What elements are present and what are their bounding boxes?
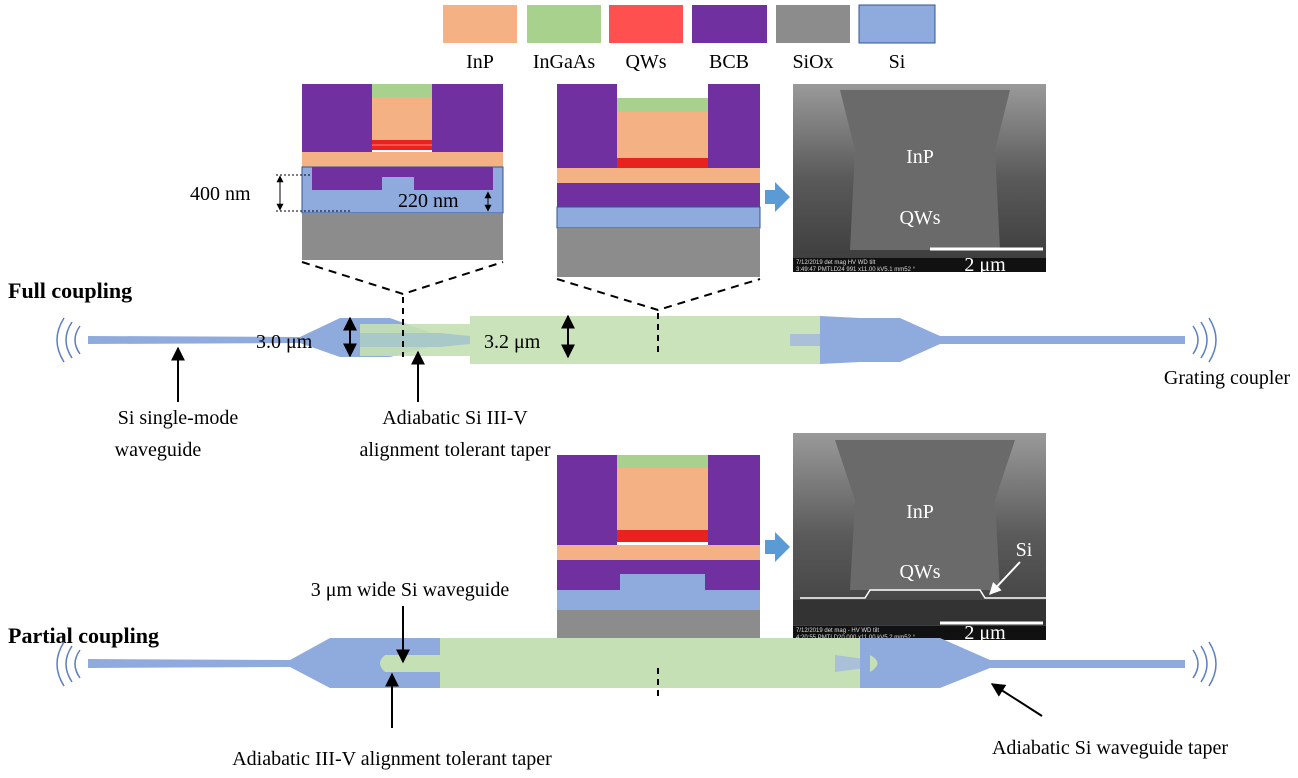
- sem-info: 7/12/2019 det mag HV WD tilt: [796, 260, 876, 266]
- shape: [708, 84, 760, 168]
- shape: [557, 590, 760, 610]
- shape: [57, 642, 80, 686]
- shape: [765, 532, 790, 562]
- shape: [57, 318, 80, 362]
- shape: [557, 545, 760, 560]
- shape: [617, 530, 708, 542]
- legend-swatch: [609, 5, 683, 43]
- shape: [302, 84, 372, 152]
- shape: [617, 98, 708, 112]
- annotation: Adiabatic III-V alignment tolerant taper: [232, 748, 552, 770]
- shape: [302, 213, 503, 260]
- shape: [820, 316, 1185, 364]
- label: alignment tolerant taper: [359, 439, 550, 461]
- shape: [1193, 318, 1216, 362]
- width-label: 3.0 μm: [256, 331, 313, 353]
- shape: [557, 455, 617, 545]
- annotation: 3 μm wide Si waveguide: [311, 579, 510, 601]
- label: 3 μm wide Si waveguide: [311, 579, 510, 601]
- shape: [432, 84, 503, 152]
- cross-section-3: [557, 455, 790, 665]
- shape: [708, 455, 760, 545]
- sem-label: InP: [906, 146, 934, 168]
- shape: [372, 84, 432, 97]
- annotation: Adiabatic Si waveguide taper: [992, 737, 1228, 759]
- legend-label: QWs: [625, 51, 666, 73]
- legend-swatch: [527, 5, 601, 43]
- shape: [617, 455, 708, 468]
- shape: [557, 207, 760, 228]
- shape: [312, 167, 493, 177]
- full-coupling-waveguide: Full coupling 3.0 μm 3.2 μm Si single-mo…: [8, 278, 1290, 461]
- shape: [617, 158, 708, 168]
- legend-swatch: [776, 5, 850, 43]
- annotation: Si single-mode waveguide: [115, 407, 239, 461]
- label: Adiabatic III-V alignment tolerant taper: [232, 748, 552, 770]
- dimension-label: 220 nm: [398, 190, 459, 212]
- legend-label: BCB: [709, 51, 749, 73]
- shape: [360, 333, 470, 347]
- width-label: 3.2 μm: [484, 331, 541, 353]
- shape: [440, 638, 880, 688]
- label: Adiabatic Si waveguide taper: [992, 737, 1228, 759]
- shape: [557, 610, 760, 640]
- legend-swatch: [692, 5, 767, 43]
- shape: [312, 177, 382, 190]
- annotation: Grating coupler: [1164, 367, 1290, 389]
- shape: [860, 638, 1185, 688]
- label: waveguide: [115, 439, 202, 461]
- label: Adiabatic Si III-V: [382, 407, 528, 429]
- shape: [620, 574, 705, 590]
- shape: [557, 228, 760, 277]
- sem-info: 7/12/2019 det mag - HV WD tilt: [796, 628, 879, 634]
- shape: [992, 684, 1042, 716]
- cross-section-2: [557, 84, 790, 310]
- cross-section-1: 400 nm 220 nm: [190, 84, 503, 294]
- legend-swatch: [859, 5, 935, 43]
- sem-label: InP: [906, 501, 934, 523]
- legend-swatch: [443, 5, 517, 43]
- shape: [1193, 642, 1216, 686]
- shape: [557, 84, 617, 168]
- shape: [557, 168, 760, 183]
- section-title: Full coupling: [8, 278, 132, 303]
- label: Si single-mode: [118, 407, 239, 429]
- scale-label: 2 μm: [964, 254, 1006, 276]
- shape: [302, 152, 503, 167]
- shape: [557, 183, 760, 207]
- sem-label: QWs: [899, 207, 940, 229]
- legend-label: SiOx: [792, 51, 833, 73]
- sem-image-1: InP QWs 2 μm 7/12/2019 det mag HV WD til…: [793, 84, 1046, 276]
- sem-image-2: InP QWs Si 2 μm 7/12/2019 det mag - HV W…: [793, 433, 1046, 644]
- legend-label: InP: [466, 51, 494, 73]
- sem-label: Si: [1016, 539, 1033, 561]
- shape: [765, 182, 790, 212]
- legend: InP InGaAs QWs BCB SiOx Si: [443, 5, 935, 73]
- figure: InP InGaAs QWs BCB SiOx Si 400 nm 220 nm…: [0, 0, 1298, 778]
- shape: [414, 177, 493, 190]
- scale-label: 2 μm: [964, 622, 1006, 644]
- dimension-label: 400 nm: [190, 183, 251, 205]
- legend-label: Si: [889, 51, 906, 73]
- shape: [793, 600, 1046, 625]
- section-title: Partial coupling: [8, 623, 159, 648]
- annotation: Adiabatic Si III-V alignment tolerant tap…: [359, 407, 550, 461]
- label: Grating coupler: [1164, 367, 1290, 389]
- sem-label: QWs: [899, 561, 940, 583]
- shape: [302, 262, 503, 294]
- legend-label: InGaAs: [533, 51, 595, 73]
- sem-info: 3:49:47 PMTLD24 991 x11.00 kV5.1 mm52 °: [796, 267, 916, 273]
- shape: [557, 279, 760, 310]
- shape: [372, 97, 432, 140]
